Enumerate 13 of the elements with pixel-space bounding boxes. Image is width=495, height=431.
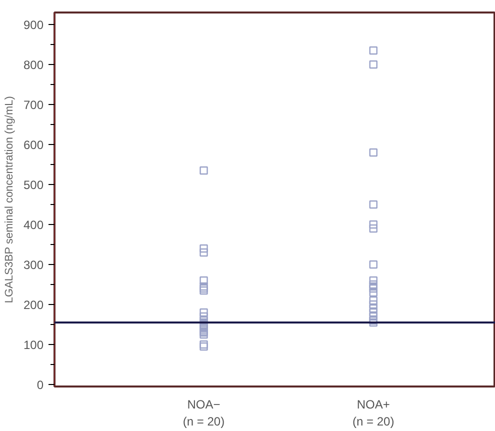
y-tick-label: 600: [23, 138, 44, 152]
x-tick-label: NOA+ (n = 20): [352, 398, 394, 428]
y-tick-label: 200: [23, 298, 44, 312]
y-tick-label: 300: [23, 258, 44, 272]
y-tick-label: 400: [23, 218, 44, 232]
y-tick-label: 900: [23, 18, 44, 32]
y-tick-label: 700: [23, 98, 44, 112]
y-tick-label: 0: [36, 378, 44, 392]
y-tick-label: 500: [23, 178, 44, 192]
y-axis-title: LGALS3BP seminal concentration (ng/mL): [3, 96, 16, 304]
x-tick-label: NOA− (n = 20): [182, 398, 225, 428]
y-tick-label: 800: [23, 58, 44, 72]
y-tick-label: 100: [23, 338, 44, 352]
